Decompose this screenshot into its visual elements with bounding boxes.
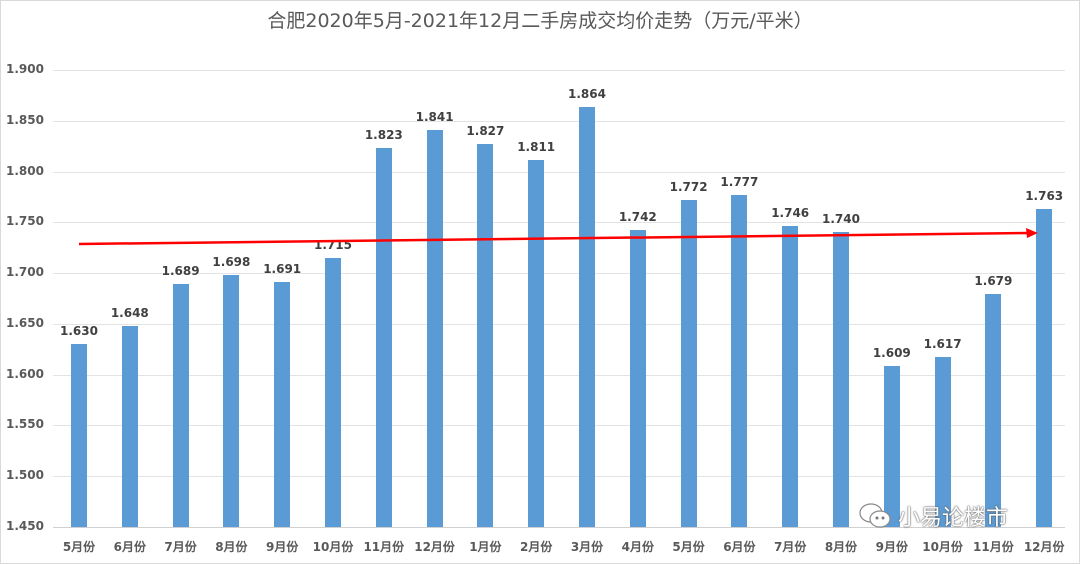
x-tick-label: 9月份	[875, 540, 908, 554]
y-tick-label: 1.650	[6, 315, 44, 330]
bar	[883, 365, 900, 527]
data-label: 1.691	[263, 262, 302, 277]
wechat-icon	[859, 503, 891, 528]
gridline	[53, 323, 1065, 325]
bar	[528, 160, 545, 527]
bar	[121, 325, 138, 527]
x-tick-label: 4月份	[621, 540, 654, 554]
x-tick-label: 5月份	[62, 540, 96, 554]
gridline	[53, 527, 1065, 528]
data-label: 1.742	[618, 210, 657, 225]
y-tick-label: 1.500	[6, 468, 44, 483]
x-tick-label: 7月份	[774, 540, 807, 554]
x-tick-label: 6月份	[113, 540, 146, 554]
bar	[731, 194, 748, 527]
x-tick-label: 8月份	[215, 540, 248, 554]
bar	[833, 232, 849, 527]
bar	[223, 275, 240, 527]
data-label: 1.772	[669, 179, 708, 194]
y-tick-label: 1.850	[6, 112, 44, 127]
x-tick-label: 12月份	[414, 540, 455, 554]
x-tick-label: 3月份	[570, 540, 604, 554]
x-tick-label: 1月份	[469, 540, 502, 554]
data-label: 1.763	[1025, 189, 1064, 204]
y-tick-label: 1.800	[6, 163, 44, 178]
data-label: 1.823	[364, 128, 403, 143]
gridline	[53, 273, 1065, 275]
x-tick-label: 9月份	[266, 540, 299, 554]
bar	[426, 129, 443, 527]
x-tick-label: 10月份	[312, 540, 354, 554]
y-tick-label: 1.600	[6, 366, 44, 381]
x-tick-label: 11月份	[363, 540, 405, 554]
bar	[274, 282, 291, 527]
x-tick-label: 8月份	[824, 540, 858, 554]
x-tick-label: 6月份	[723, 540, 756, 554]
chart-title: 合肥2020年5月-2021年12月二手房成交均价走势（万元/平米）	[267, 10, 813, 32]
x-tick-label: 11月份	[973, 540, 1014, 554]
data-label: 1.827	[466, 124, 505, 139]
gridline	[53, 222, 1065, 224]
data-label: 1.630	[60, 324, 98, 339]
gridline	[53, 425, 1065, 427]
x-tick-label: 5月份	[672, 540, 705, 554]
data-label: 1.698	[212, 255, 251, 270]
data-label: 1.740	[822, 212, 860, 227]
data-label: 1.841	[415, 109, 454, 124]
data-label: 1.811	[517, 140, 556, 155]
watermark-text: 小易论楼市	[898, 506, 1009, 531]
y-tick-label: 1.750	[6, 214, 44, 229]
x-tick-label: 12月份	[1023, 540, 1065, 554]
bar	[782, 226, 799, 527]
bar	[375, 148, 392, 527]
y-tick-label: 1.450	[6, 519, 44, 533]
gridline	[53, 476, 1065, 478]
data-label: 1.617	[923, 337, 962, 352]
data-label: 1.648	[110, 305, 149, 320]
gridline	[53, 374, 1065, 376]
x-tick-label: 2月份	[520, 540, 553, 554]
data-label: 1.746	[771, 206, 810, 221]
bar	[579, 106, 595, 527]
bar	[172, 284, 189, 527]
bar	[325, 257, 341, 527]
x-tick-label: 10月份	[922, 540, 963, 554]
watermark: 小易论楼市	[858, 500, 1008, 532]
gridline	[53, 171, 1065, 173]
bar	[1036, 209, 1053, 527]
data-label: 1.679	[974, 274, 1013, 289]
bar	[985, 294, 1002, 527]
y-tick-label: 1.550	[6, 417, 44, 432]
data-label: 1.864	[568, 86, 606, 101]
gridline	[53, 70, 1065, 71]
bar	[934, 357, 951, 527]
data-label: 1.777	[720, 174, 759, 189]
bar	[71, 344, 87, 527]
data-label: 1.689	[161, 264, 200, 279]
data-label: 1.609	[872, 345, 911, 360]
y-tick-label: 1.900	[6, 62, 44, 76]
bar	[680, 199, 697, 527]
x-tick-label: 7月份	[164, 540, 197, 554]
y-tick-label: 1.700	[6, 265, 44, 280]
gridline	[53, 120, 1065, 122]
bar	[629, 230, 646, 527]
